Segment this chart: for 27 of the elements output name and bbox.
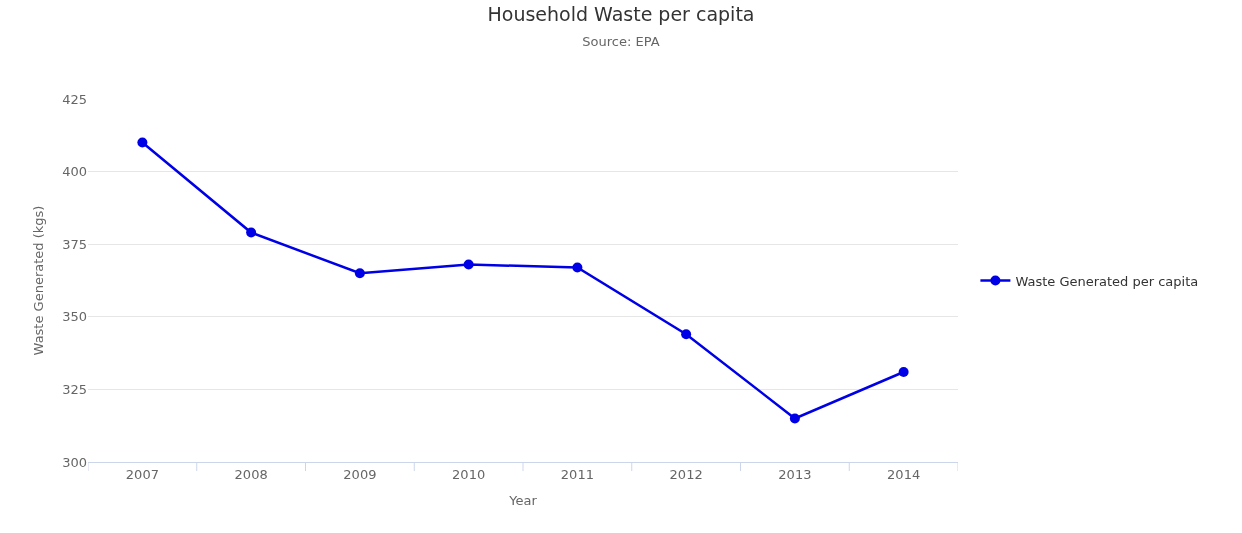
x-tick-label: 2014 <box>887 466 921 482</box>
y-tick-label: 375 <box>62 236 87 252</box>
x-tick-label: 2011 <box>560 466 594 482</box>
x-tick-label: 2007 <box>125 466 159 482</box>
y-axis-title: Waste Generated (kgs) <box>31 205 47 356</box>
chart-title: Household Waste per capita <box>487 3 755 26</box>
y-tick-label: 350 <box>62 309 87 325</box>
point <box>789 413 800 424</box>
y-tick-label: 325 <box>62 381 87 397</box>
y-tick-label: 300 <box>62 454 87 470</box>
point <box>354 268 365 279</box>
x-tick-label: 2012 <box>669 466 703 482</box>
y-tick-label: 400 <box>62 164 87 180</box>
point <box>246 227 257 238</box>
chart-subtitle: Source: EPA <box>582 34 660 50</box>
y-tick-label: 425 <box>62 91 87 107</box>
legend-label: Waste Generated per capita <box>1015 273 1199 289</box>
point <box>572 262 583 273</box>
x-axis-title: Year <box>508 493 538 509</box>
point <box>898 366 909 377</box>
x-tick-label: 2010 <box>452 466 486 482</box>
x-tick-label: 2013 <box>778 466 812 482</box>
point <box>137 137 148 148</box>
point <box>681 329 692 340</box>
point <box>463 259 474 270</box>
x-tick-label: 2009 <box>343 466 377 482</box>
x-tick-label: 2008 <box>234 466 268 482</box>
